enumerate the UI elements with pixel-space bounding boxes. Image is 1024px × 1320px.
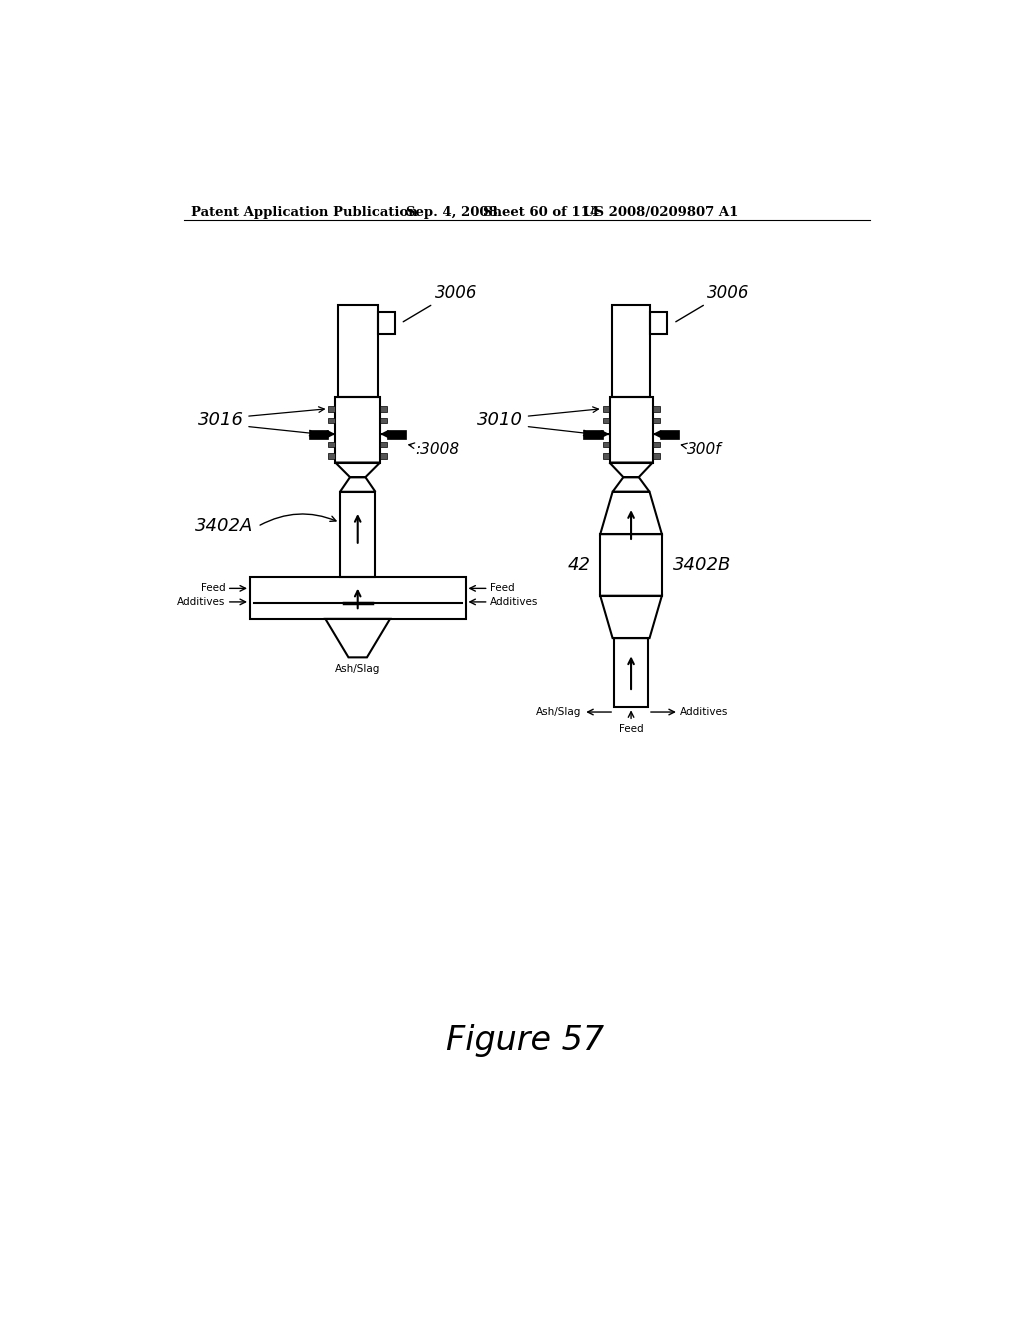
Bar [600, 535, 662, 595]
Text: Feed: Feed [618, 725, 643, 734]
Bar [329, 418, 336, 424]
Bar [602, 407, 609, 412]
Bar [380, 453, 387, 459]
Bar [614, 638, 648, 708]
Text: 3016: 3016 [198, 412, 244, 429]
Text: Sheet 60 of 114: Sheet 60 of 114 [483, 206, 599, 219]
Text: 3006: 3006 [708, 284, 750, 302]
Text: 42: 42 [568, 556, 591, 574]
Bar [250, 577, 466, 619]
Bar [378, 313, 394, 334]
Text: Additives: Additives [177, 597, 225, 607]
Text: Sep. 4, 2008: Sep. 4, 2008 [407, 206, 498, 219]
Bar [584, 430, 602, 438]
Bar [380, 407, 387, 412]
Text: Feed: Feed [490, 583, 515, 594]
Text: Additives: Additives [490, 597, 539, 607]
Text: Feed: Feed [201, 583, 225, 594]
Text: Ash/Slag: Ash/Slag [537, 708, 582, 717]
Bar [309, 430, 329, 438]
Bar [652, 442, 659, 447]
Text: 300f: 300f [686, 442, 721, 457]
Bar [329, 407, 336, 412]
Text: 3402B: 3402B [674, 556, 732, 574]
Text: :3008: :3008 [416, 442, 460, 457]
Bar [609, 397, 652, 462]
Text: 3006: 3006 [435, 284, 477, 302]
Bar [329, 442, 336, 447]
Bar [329, 453, 336, 459]
Bar [387, 430, 407, 438]
Text: Ash/Slag: Ash/Slag [335, 664, 380, 673]
Text: 3010: 3010 [477, 412, 523, 429]
Bar [652, 407, 659, 412]
Bar [602, 442, 609, 447]
Text: Figure 57: Figure 57 [445, 1023, 604, 1056]
Bar [652, 453, 659, 459]
Bar [650, 313, 668, 334]
Text: Additives: Additives [680, 708, 729, 717]
Bar [338, 305, 378, 397]
Bar [380, 418, 387, 424]
Bar [659, 430, 679, 438]
Bar [340, 492, 376, 577]
Bar [611, 305, 650, 397]
Text: Patent Application Publication: Patent Application Publication [190, 206, 418, 219]
Bar [336, 397, 380, 462]
Text: 3402A: 3402A [196, 517, 254, 536]
Bar [602, 453, 609, 459]
Bar [652, 418, 659, 424]
Text: US 2008/0209807 A1: US 2008/0209807 A1 [584, 206, 738, 219]
Bar [380, 442, 387, 447]
Bar [602, 418, 609, 424]
